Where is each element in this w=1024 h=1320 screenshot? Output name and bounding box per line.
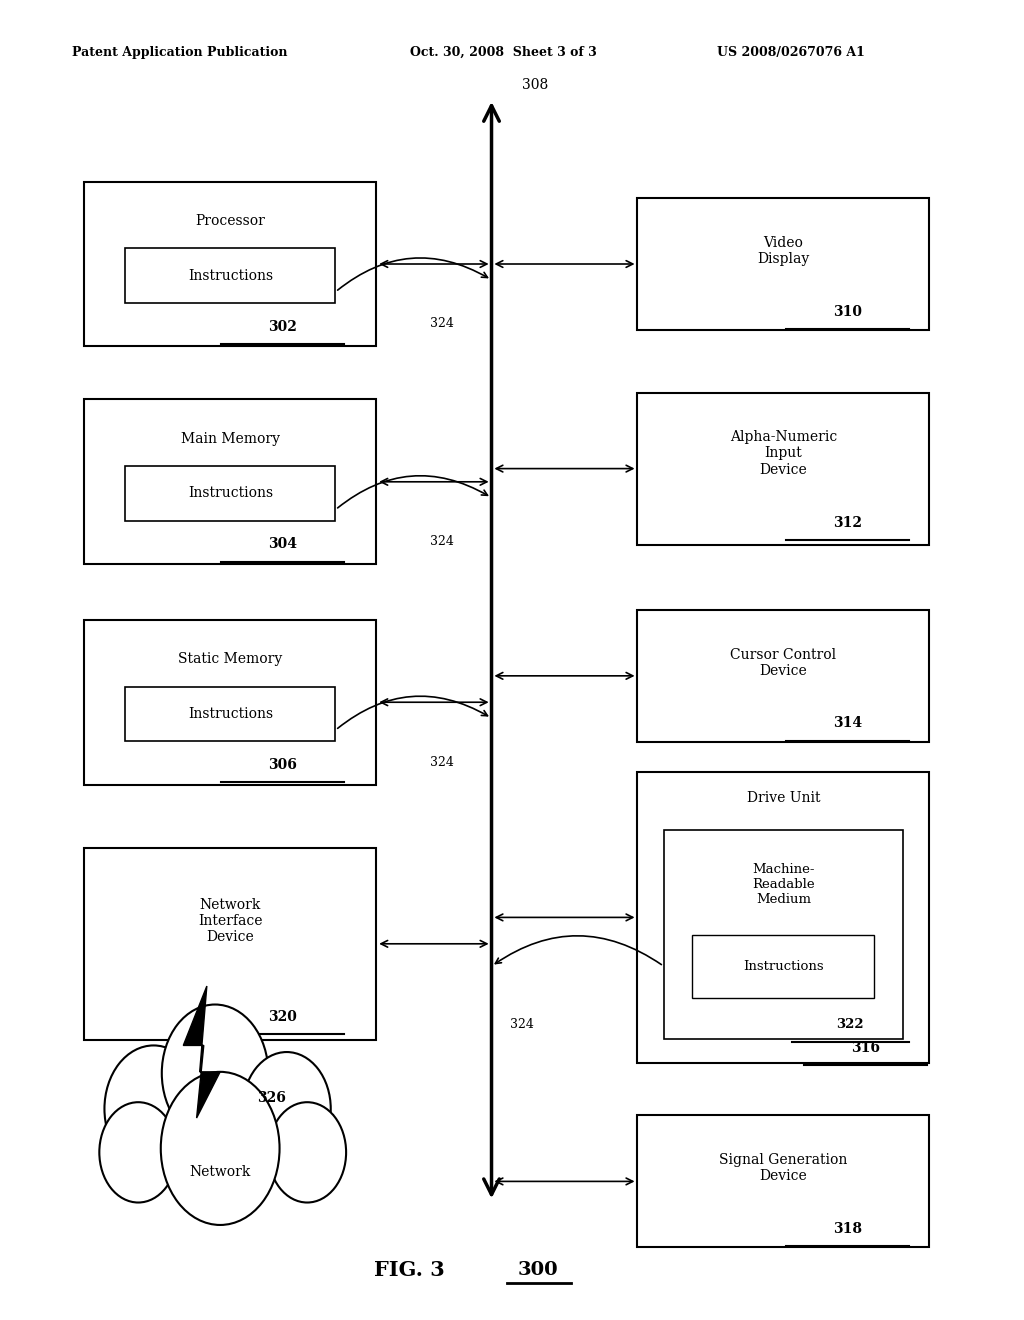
Text: 326: 326 <box>257 1092 286 1105</box>
Circle shape <box>243 1052 331 1166</box>
Text: Cursor Control
Device: Cursor Control Device <box>730 648 837 677</box>
Text: 310: 310 <box>834 305 862 318</box>
FancyBboxPatch shape <box>637 198 930 330</box>
FancyBboxPatch shape <box>85 620 377 784</box>
Text: 320: 320 <box>268 1010 297 1023</box>
FancyBboxPatch shape <box>125 686 336 741</box>
Text: 324: 324 <box>430 317 454 330</box>
Text: Main Memory: Main Memory <box>181 432 280 446</box>
Circle shape <box>268 1102 346 1203</box>
FancyBboxPatch shape <box>637 393 930 544</box>
Text: Video
Display: Video Display <box>757 236 810 265</box>
Text: Instructions: Instructions <box>187 486 273 500</box>
Text: 302: 302 <box>268 319 297 334</box>
Text: 318: 318 <box>834 1222 862 1236</box>
Text: Processor: Processor <box>196 214 265 228</box>
Text: FIG. 3: FIG. 3 <box>374 1259 445 1280</box>
Circle shape <box>161 1072 280 1225</box>
FancyBboxPatch shape <box>125 466 336 520</box>
Text: Oct. 30, 2008  Sheet 3 of 3: Oct. 30, 2008 Sheet 3 of 3 <box>410 46 596 59</box>
Circle shape <box>99 1102 177 1203</box>
FancyBboxPatch shape <box>125 248 336 302</box>
FancyBboxPatch shape <box>637 610 930 742</box>
Text: Network: Network <box>189 1166 251 1179</box>
FancyBboxPatch shape <box>664 830 903 1039</box>
Text: Patent Application Publication: Patent Application Publication <box>72 46 287 59</box>
Text: Network
Interface
Device: Network Interface Device <box>199 898 262 944</box>
Text: 324: 324 <box>510 1018 534 1031</box>
Text: US 2008/0267076 A1: US 2008/0267076 A1 <box>717 46 864 59</box>
Polygon shape <box>183 986 220 1118</box>
Text: Machine-
Readable
Medium: Machine- Readable Medium <box>752 863 815 906</box>
Circle shape <box>162 1005 268 1142</box>
Text: 304: 304 <box>268 537 297 552</box>
Text: 324: 324 <box>430 535 454 548</box>
Text: Instructions: Instructions <box>743 960 823 973</box>
Text: 312: 312 <box>834 516 862 531</box>
Text: 316: 316 <box>851 1041 880 1055</box>
FancyBboxPatch shape <box>85 181 377 346</box>
Text: Instructions: Instructions <box>187 268 273 282</box>
Text: 314: 314 <box>833 717 862 730</box>
Text: Alpha-Numeric
Input
Device: Alpha-Numeric Input Device <box>730 430 837 477</box>
Text: 322: 322 <box>837 1018 864 1031</box>
FancyBboxPatch shape <box>85 399 377 565</box>
Circle shape <box>104 1045 203 1172</box>
Text: Signal Generation
Device: Signal Generation Device <box>719 1154 848 1183</box>
FancyBboxPatch shape <box>637 1115 930 1247</box>
Text: 300: 300 <box>517 1261 558 1279</box>
Text: 306: 306 <box>268 758 297 772</box>
Text: Static Memory: Static Memory <box>178 652 283 667</box>
FancyBboxPatch shape <box>85 849 377 1040</box>
FancyBboxPatch shape <box>637 772 930 1063</box>
Text: Instructions: Instructions <box>187 706 273 721</box>
Text: Drive Unit: Drive Unit <box>746 791 820 805</box>
Text: 324: 324 <box>430 755 454 768</box>
Text: 308: 308 <box>522 78 549 92</box>
FancyBboxPatch shape <box>692 935 874 998</box>
